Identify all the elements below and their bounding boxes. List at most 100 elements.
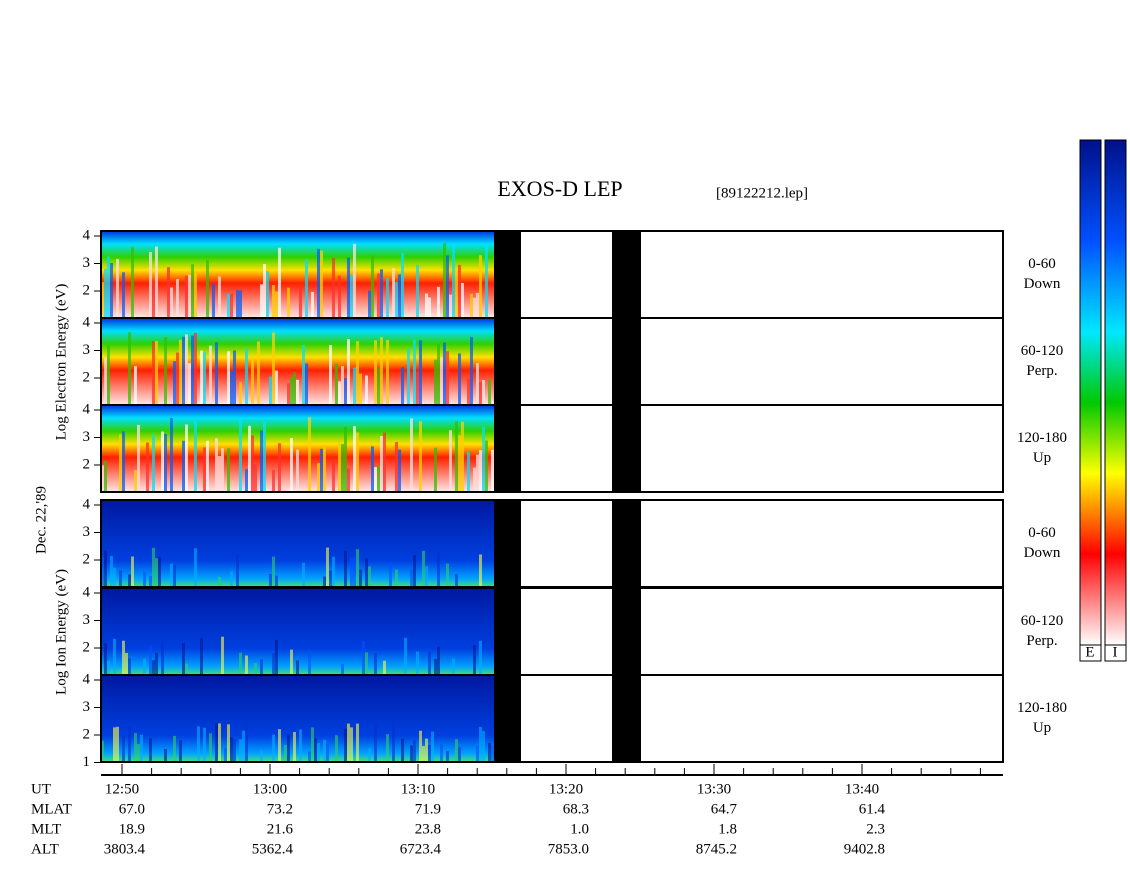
colorbar [1079,139,1102,646]
spectrogram-cell [182,336,185,405]
spectrogram-cell [194,548,197,587]
spectrogram-cell [434,359,437,405]
spectrogram-cell [347,468,350,492]
spectrogram-cell [392,722,395,762]
spectrogram-cell [479,255,482,318]
spectrogram-cell [446,750,449,762]
spectrogram-cell [269,574,272,587]
spectrogram-cell [350,274,353,318]
spectrogram-cell [422,550,425,587]
spectrogram-cell [302,562,305,587]
spectrogram-cell [308,751,311,762]
spectrogram-cell [272,332,275,405]
spectrogram-cell [476,745,479,762]
panel-sublabel: Up [1033,720,1051,736]
spectrogram-cell [218,723,221,762]
spectrogram-cell [332,257,335,318]
ephemeris-value: 9402.8 [844,841,885,857]
spectrogram-cell [242,730,245,762]
ephemeris-value: 1.8 [718,821,737,837]
spectrogram-cell [194,272,197,318]
spectrogram-cell [479,640,482,675]
spectrogram-cell [341,366,344,405]
spectrogram-cell [434,447,437,492]
spectrogram-cell [170,418,173,492]
spectrogram-cell [482,426,485,492]
spectrogram-cell [368,748,371,762]
spectrogram-cell [458,353,461,405]
spectrogram-cell [134,469,137,492]
spectrogram-cell [341,444,344,492]
spectrogram-cell [152,341,155,405]
spectrogram-cell [179,740,182,762]
ephemeris-value: 3803.4 [104,841,146,857]
spectrogram-cell [479,554,482,587]
spectrogram-cell [206,260,209,318]
spectrogram-cell [458,747,461,762]
spectrogram-cell [239,652,242,675]
spectrogram-cell [377,368,380,405]
spectrogram-cell [356,549,359,587]
spectrogram-cell [164,433,167,492]
spectrogram-cell [284,744,287,762]
spectrogram-cell [395,569,398,587]
spectrogram-cell [239,382,242,405]
spectrogram-cell [491,745,494,762]
spectrogram-cell [416,374,419,405]
x-tick-label: 12:50 [105,781,139,797]
spectrogram-cell [236,553,239,587]
spectrogram-cell [137,744,140,762]
spectrogram-cell [395,282,398,318]
spectrogram-cell [359,373,362,405]
spectrogram-cell [299,729,302,762]
spectrogram-cell [353,243,356,318]
x-tick-label: 13:00 [253,781,287,797]
spectrogram-cell [275,291,278,318]
spectrogram-cell [383,432,386,492]
spectrogram-cell [128,658,131,675]
spectrogram-cell [347,723,350,762]
colorbar-label-box [1079,644,1102,662]
spectrogram-cell [386,339,389,405]
spectrogram-cell [485,440,488,492]
spectrogram-cell [437,286,440,318]
spectrogram-cell [140,734,143,762]
spectrogram-cell [230,371,233,405]
spectrogram-cell [380,436,383,492]
spectrogram-cell [410,418,413,492]
spectrogram-cell [443,342,446,405]
spectrogram-cell [317,743,320,762]
spectrogram-cell [455,420,458,492]
spectrogram-cell [476,363,479,405]
spectrogram-cell [398,449,401,492]
spectrogram-cell [323,576,326,587]
ephemeris-value: 61.4 [859,801,886,817]
panel-label: 0-60 [1028,256,1056,272]
spectrogram-cell [227,724,230,762]
y-tick-label: 4 [83,314,91,330]
spectrogram-cell [116,259,119,318]
spectrogram-cell [362,640,365,675]
x-tick-label: 13:40 [845,781,879,797]
spectrogram-cell [245,655,248,675]
spectrogram-cell [287,383,290,405]
spectrogram-cell [488,742,491,762]
data-gap [494,500,521,762]
spectrogram-cell [374,652,377,675]
spectrogram-cell [386,278,389,318]
spectrogram-cell [149,738,152,762]
spectrogram-cell [470,293,473,318]
spectrogram-cell [344,728,347,762]
spectrogram-cell [185,663,188,675]
spectrogram-cell [317,248,320,318]
spectrogram-cell [110,555,113,587]
spectrogram-cell [152,281,155,318]
title: EXOS-D LEP [497,176,622,201]
spectrogram-cell [170,287,173,318]
spectrogram-cell [155,652,158,675]
spectrogram-cell [320,250,323,318]
spectrogram-cell [107,660,110,675]
spectrogram-cell [353,557,356,587]
spectrogram-cell [344,378,347,405]
